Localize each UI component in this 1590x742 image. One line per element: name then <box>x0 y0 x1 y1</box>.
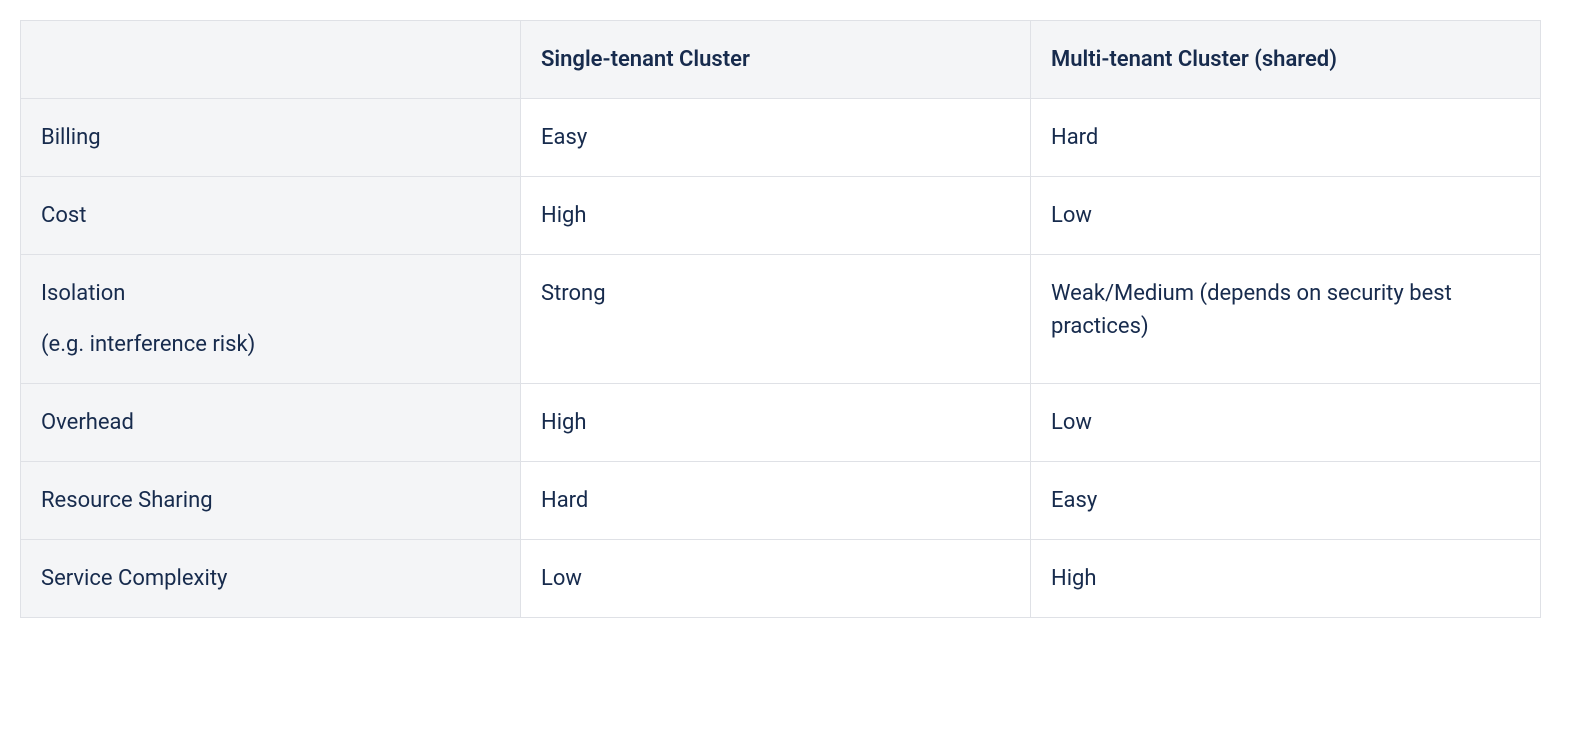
cell-isolation-multi: Weak/Medium (depends on security best pr… <box>1031 255 1541 384</box>
cell-billing-single: Easy <box>521 99 1031 177</box>
table-body: Billing Easy Hard Cost High Low Isolatio… <box>21 99 1541 618</box>
table-header-row: Single-tenant Cluster Multi-tenant Clust… <box>21 21 1541 99</box>
row-header-label: Overhead <box>41 410 134 435</box>
cell-resource-sharing-multi: Easy <box>1031 462 1541 540</box>
row-header-sublabel: (e.g. interference risk) <box>41 328 500 361</box>
table-row: Billing Easy Hard <box>21 99 1541 177</box>
cell-overhead-single: High <box>521 384 1031 462</box>
cell-cost-single: High <box>521 177 1031 255</box>
row-header-label: Service Complexity <box>41 566 227 591</box>
cell-service-complexity-multi: High <box>1031 540 1541 618</box>
table-row: Cost High Low <box>21 177 1541 255</box>
table-row: Overhead High Low <box>21 384 1541 462</box>
cell-resource-sharing-single: Hard <box>521 462 1031 540</box>
row-header-billing: Billing <box>21 99 521 177</box>
row-header-service-complexity: Service Complexity <box>21 540 521 618</box>
column-header-multi-tenant: Multi-tenant Cluster (shared) <box>1031 21 1541 99</box>
row-header-overhead: Overhead <box>21 384 521 462</box>
row-header-isolation: Isolation (e.g. interference risk) <box>21 255 521 384</box>
comparison-table: Single-tenant Cluster Multi-tenant Clust… <box>20 20 1541 618</box>
row-header-label: Cost <box>41 203 86 228</box>
row-header-label: Billing <box>41 125 101 150</box>
cell-service-complexity-single: Low <box>521 540 1031 618</box>
column-header-blank <box>21 21 521 99</box>
row-header-cost: Cost <box>21 177 521 255</box>
row-header-label: Isolation <box>41 281 125 306</box>
table-row: Isolation (e.g. interference risk) Stron… <box>21 255 1541 384</box>
table-row: Service Complexity Low High <box>21 540 1541 618</box>
cell-cost-multi: Low <box>1031 177 1541 255</box>
column-header-single-tenant: Single-tenant Cluster <box>521 21 1031 99</box>
cell-isolation-single: Strong <box>521 255 1031 384</box>
table-row: Resource Sharing Hard Easy <box>21 462 1541 540</box>
row-header-label: Resource Sharing <box>41 488 213 513</box>
cell-billing-multi: Hard <box>1031 99 1541 177</box>
row-header-resource-sharing: Resource Sharing <box>21 462 521 540</box>
cell-overhead-multi: Low <box>1031 384 1541 462</box>
